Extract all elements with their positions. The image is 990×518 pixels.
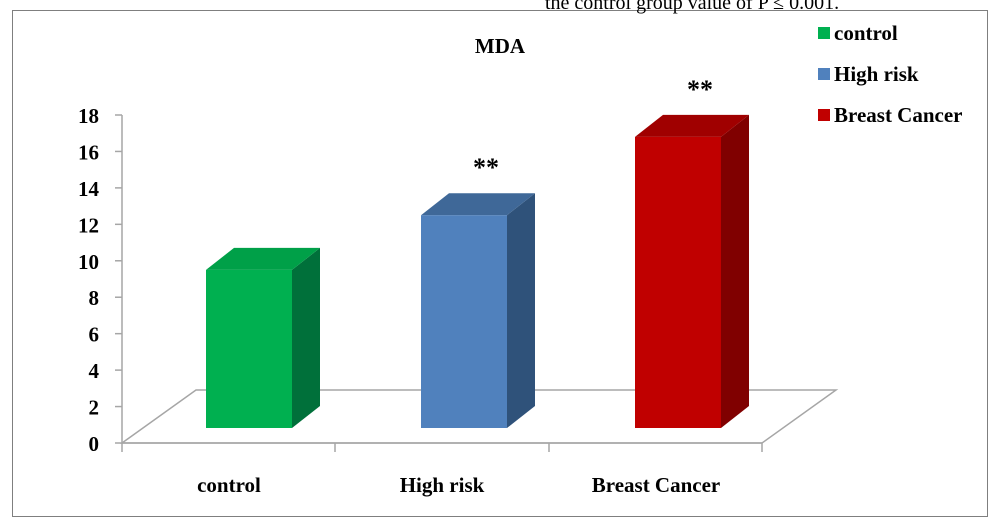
y-tick-label-2: 4 [89, 359, 100, 383]
bar-0 [206, 247, 320, 428]
y-tick-label-0: 0 [89, 432, 100, 456]
x-axis-labels: control High risk Breast Cancer [197, 473, 720, 497]
bar-side-2 [721, 114, 749, 428]
bar-side-0 [292, 247, 320, 428]
bar-1 [421, 193, 535, 428]
legend-label-1: High risk [834, 62, 919, 86]
y-tick-label-8: 16 [78, 140, 99, 164]
bar-top-1 [421, 193, 535, 216]
y-tick-label-1: 2 [89, 396, 100, 420]
y-tick-label-4: 8 [89, 286, 100, 310]
bar-front-2 [635, 136, 721, 428]
legend-label-2: Breast Cancer [834, 103, 963, 127]
bar-front-1 [421, 215, 507, 428]
legend-swatch-0 [818, 27, 830, 39]
chart-frame [12, 10, 988, 517]
y-tick-label-5: 10 [78, 250, 99, 274]
significance-label-1: ** [473, 153, 499, 182]
x-tick-label-2: Breast Cancer [592, 473, 721, 497]
bar-top-2 [635, 114, 749, 137]
legend: control High risk Breast Cancer [818, 21, 963, 127]
chart-title: MDA [475, 34, 526, 58]
y-tick-label-9: 18 [78, 104, 99, 128]
significance-label-2: ** [687, 75, 713, 104]
y-tick-label-6: 12 [78, 213, 99, 237]
legend-label-0: control [834, 21, 898, 45]
bar-front-0 [206, 269, 292, 428]
bar-top-0 [206, 247, 320, 270]
legend-swatch-2 [818, 109, 830, 121]
legend-swatch-1 [818, 68, 830, 80]
x-tick-label-0: control [197, 473, 261, 497]
y-tick-label-3: 6 [89, 323, 100, 347]
significance-labels: ** ** [473, 75, 713, 182]
bar-side-1 [507, 193, 535, 428]
caption-fragment: the control group value of P ≤ 0.001. [545, 0, 839, 14]
bar-2 [635, 114, 749, 428]
y-axis-ticks: 0 2 4 6 8 10 12 14 16 18 [78, 104, 122, 456]
x-tick-label-1: High risk [400, 473, 485, 497]
bars [206, 114, 749, 428]
y-tick-label-7: 14 [78, 177, 100, 201]
